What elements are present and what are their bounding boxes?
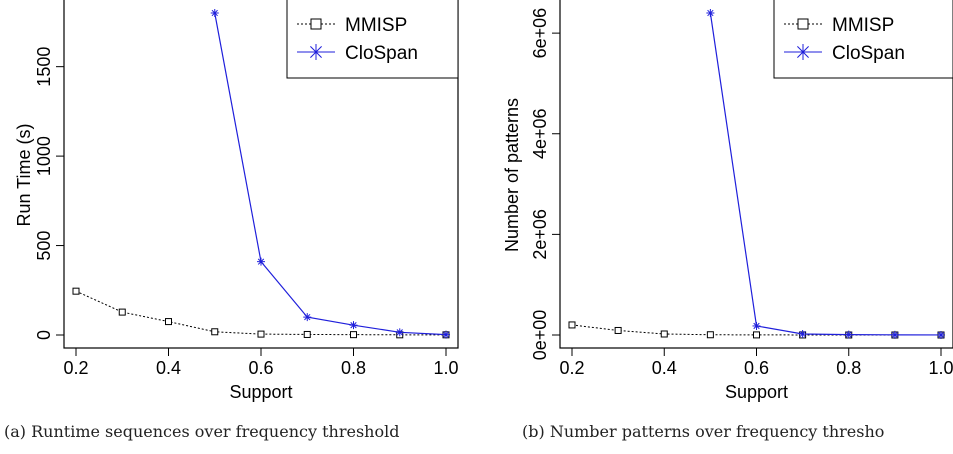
runtime-legend-marker-mmisp — [310, 18, 322, 30]
runtime-point-mmisp — [118, 308, 126, 316]
runtime-point-mmisp — [72, 287, 80, 295]
runtime-point-clospan — [257, 257, 265, 266]
runtime-chart: 0.2 0.4 0.6 0.8 1.0 Support 0 500 1000 1500 Run Ti… — [14, 0, 459, 402]
patterns-point-mmisp — [753, 331, 760, 339]
runtime-y-tick-label: 1500 — [34, 47, 54, 87]
runtime-y-tick-label: 500 — [34, 231, 54, 261]
runtime-legend-label-mmisp: MMISP — [345, 15, 407, 36]
patterns-x-tick-label: 0.6 — [744, 358, 769, 378]
runtime-x-tick-label: 0.2 — [63, 358, 88, 378]
patterns-point-mmisp — [614, 326, 622, 334]
patterns-point-mmisp — [568, 321, 576, 329]
runtime-point-mmisp — [165, 318, 172, 326]
patterns-y-tick-label: 6e+06 — [530, 8, 550, 59]
patterns-point-clospan — [798, 329, 807, 338]
patterns-series-line-clospan — [709, 12, 942, 336]
patterns-chart: 0.2 0.4 0.6 0.8 1.0 Support 0e+00 2e+06 4e+06 6e+… — [502, 0, 953, 402]
runtime-y-tick-label: 0 — [34, 330, 54, 340]
runtime-point-clospan — [303, 313, 312, 322]
runtime-y-tick-label: 1000 — [34, 136, 54, 176]
patterns-legend-box — [773, 0, 953, 79]
runtime-x-tick-label: 0.6 — [248, 358, 273, 378]
patterns-y-tick-label: 2e+06 — [530, 209, 550, 260]
runtime-point-mmisp — [211, 328, 219, 336]
patterns-y-tick-label: 4e+06 — [530, 108, 550, 159]
patterns-point-clospan — [844, 330, 853, 339]
patterns-point-mmisp — [660, 330, 668, 338]
runtime-series-line-clospan — [214, 12, 447, 336]
patterns-point-clospan — [752, 321, 761, 330]
patterns-point-clospan — [937, 330, 945, 339]
runtime-series-line-mmisp — [75, 290, 446, 336]
patterns-legend-label-clospan: CloSpan — [832, 43, 905, 64]
patterns-x-tick-label: 0.8 — [836, 358, 861, 378]
patterns-point-clospan — [890, 330, 899, 339]
runtime-point-mmisp — [303, 330, 311, 338]
runtime-point-clospan — [349, 321, 358, 330]
runtime-point-clospan — [395, 328, 404, 337]
patterns-point-clospan — [706, 9, 715, 17]
runtime-legend-marker-clospan — [308, 44, 324, 60]
caption-runtime: (a) Runtime sequences over frequency thr… — [4, 422, 400, 441]
patterns-x-tick-label: 1.0 — [928, 358, 953, 378]
runtime-point-clospan — [442, 330, 450, 339]
runtime-y-axis-label: Run Time (s) — [14, 123, 34, 226]
runtime-x-tick-label: 0.8 — [341, 358, 366, 378]
patterns-x-tick-label: 0.4 — [652, 358, 677, 378]
runtime-x-tick-label: 1.0 — [433, 358, 458, 378]
runtime-point-clospan — [210, 9, 219, 17]
patterns-x-tick-label: 0.2 — [559, 358, 584, 378]
patterns-y-tick-label: 0e+00 — [530, 310, 550, 361]
runtime-legend-box — [286, 0, 459, 79]
runtime-legend-label-clospan: CloSpan — [345, 43, 418, 64]
caption-patterns: (b) Number patterns over frequency thres… — [522, 422, 885, 441]
runtime-point-mmisp — [350, 331, 357, 339]
patterns-y-axis-label: Number of patterns — [502, 98, 522, 252]
patterns-x-axis-label: Support — [725, 382, 788, 402]
runtime-point-mmisp — [257, 330, 265, 338]
runtime-x-tick-label: 0.4 — [156, 358, 181, 378]
patterns-point-mmisp — [706, 331, 714, 339]
patterns-legend-marker-clospan — [795, 44, 811, 60]
runtime-x-axis-label: Support — [229, 382, 292, 402]
patterns-legend-marker-mmisp — [797, 18, 809, 30]
patterns-legend-label-mmisp: MMISP — [832, 15, 894, 36]
